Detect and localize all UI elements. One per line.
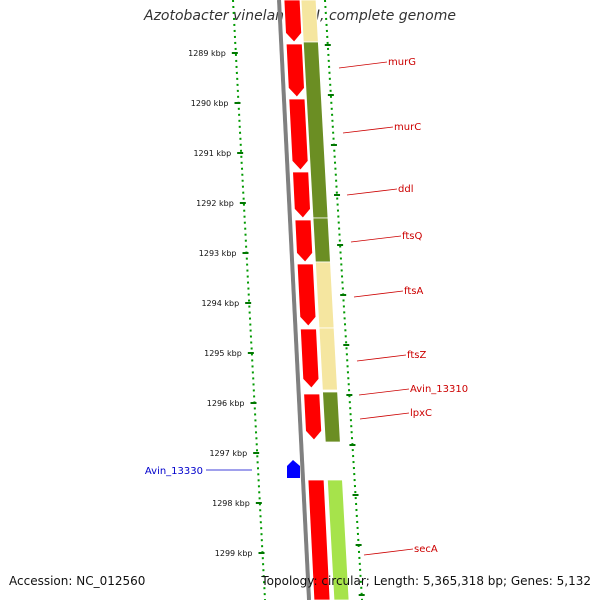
- gene-label-ftsz: ftsZ: [407, 350, 426, 361]
- cds-arrow: [303, 393, 323, 441]
- gene-label-leader: [356, 354, 407, 362]
- gene-label-lpxc: lpxC: [410, 408, 432, 419]
- band-pale: [300, 0, 319, 43]
- gene-label-leader: [358, 388, 410, 396]
- backbone: [277, 0, 311, 600]
- feature-bands: [300, 0, 350, 600]
- band-olive: [322, 391, 341, 443]
- scale-tick-label: 1296 kbp: [207, 399, 245, 408]
- genome-summary-text: Topology: circular; Length: 5,365,318 bp…: [261, 574, 591, 588]
- gene-label-seca: secA: [414, 544, 438, 555]
- gene-label-leader: [342, 126, 394, 134]
- band-pale: [314, 261, 335, 329]
- gene-labels: murG murC ddl ftsQ ftsA ftsZ Avin_13310 lpxC sec…: [145, 57, 468, 556]
- cds-arrow: [288, 98, 309, 171]
- cds-bar: [307, 479, 331, 600]
- accession-text: Accession: NC_012560: [9, 574, 146, 588]
- scale-tick-label: 1289 kbp: [188, 49, 226, 58]
- cds-arrow: [283, 0, 303, 43]
- scale-tick-label: 1292 kbp: [196, 199, 234, 208]
- scale-tick-label: 1291 kbp: [193, 149, 231, 158]
- scale-tick-label: 1297 kbp: [209, 449, 247, 458]
- band-lime: [326, 479, 350, 600]
- gene-label-leader: [353, 290, 404, 298]
- scale-ticks: 1289 kbp 1290 kbp 1291 kbp 1292 kbp 1293 kbp…: [188, 44, 365, 596]
- outer-dotted-ring: [324, 0, 363, 600]
- gene-label-leader: [346, 188, 398, 196]
- cds-arrow: [299, 328, 320, 389]
- gene-label-leader: [359, 412, 410, 420]
- gene-label-ftsa: ftsA: [404, 286, 423, 297]
- gene-label-avin_13330: Avin_13330: [145, 466, 203, 477]
- gene-label-murg: murG: [388, 57, 416, 68]
- inner-dotted-ring: [232, 0, 266, 600]
- backbone-line: [277, 0, 311, 600]
- dotted-guides: [232, 0, 363, 600]
- cds-arrows: [283, 0, 323, 478]
- cds-arrow: [292, 171, 311, 219]
- band-olive: [312, 217, 331, 263]
- gene-label-leader: [363, 548, 414, 556]
- gene-label-ddl: ddl: [398, 184, 413, 195]
- gene-label-leader: [338, 61, 388, 69]
- scale-tick-label: 1298 kbp: [212, 499, 250, 508]
- gene-label-leader: [350, 235, 402, 243]
- scale-tick-label: 1290 kbp: [191, 99, 229, 108]
- band-pale: [318, 327, 338, 391]
- cds-arrow: [296, 263, 317, 327]
- scale-tick-label: 1293 kbp: [199, 249, 237, 258]
- scale-tick-label: 1294 kbp: [201, 299, 239, 308]
- gene-label-ftsq: ftsQ: [402, 231, 422, 242]
- cds-arrow: [285, 43, 305, 98]
- cds-arrow-reverse: [287, 460, 300, 478]
- gene-label-avin_13310: Avin_13310: [410, 384, 468, 395]
- cds-arrow: [294, 219, 314, 263]
- gene-label-murc: murC: [394, 122, 421, 133]
- scale-tick-label: 1295 kbp: [204, 349, 242, 358]
- scale-tick-label: 1299 kbp: [215, 549, 253, 558]
